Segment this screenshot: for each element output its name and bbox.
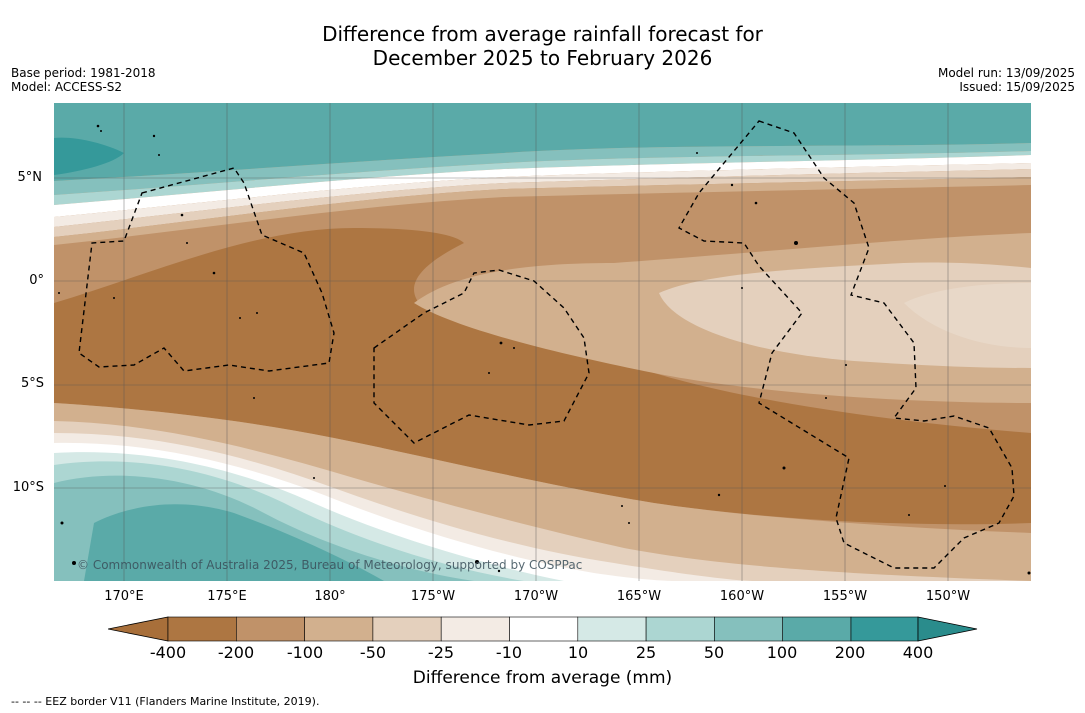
cb-seg-9 [714,616,784,642]
lon-label-160w: 160°W [719,589,765,604]
eez-borders [78,120,1015,569]
lat-label-10s: 10°S [12,480,44,495]
model-run: Model run: 13/09/2025 [937,66,1075,80]
cb-seg-10 [782,616,852,642]
cb-seg-11 [850,616,919,642]
map-svg [54,103,1031,581]
band-north-m100 [54,177,1031,245]
issued-date: Issued: 15/09/2025 [959,80,1075,94]
band-dry-200 [54,228,1031,525]
cb-seg-7 [577,616,647,642]
map-title: Difference from average rainfall forecas… [0,22,1085,70]
band-north-100 [54,103,1031,181]
cb-seg-6 [509,616,579,642]
graticule [54,103,1031,581]
band-north-50 [54,143,1031,195]
band-north-200 [54,137,124,175]
band-north-m50 [54,169,1031,237]
lat-label-5s: 5°S [20,376,44,391]
base-period: Base period: 1981-2018 [11,66,156,80]
band-south-200 [84,504,384,581]
title-line-2: December 2025 to February 2026 [372,46,713,70]
rainfall-map [54,103,1031,581]
cb-seg-5 [440,616,510,642]
colorbar [107,616,978,644]
cb-arrow-left [107,616,169,642]
meta-right: Model run: 13/09/2025 Issued: 15/09/2025 [938,66,1075,94]
islands [58,124,1031,575]
cb-tick-4: -50 [359,643,387,662]
cb-seg-1 [167,616,237,642]
cb-seg-3 [304,616,374,642]
eez-footnote: -- -- -- EEZ border V11 (Flanders Marine… [11,695,320,708]
copyright-notice: © Commonwealth of Australia 2025, Bureau… [77,558,583,572]
lon-label-175e: 175°E [207,589,247,604]
cb-seg-8 [645,616,715,642]
meta-left: Base period: 1981-2018 Model: ACCESS-S2 [11,66,156,94]
lat-label-5n: 5°N [17,170,43,185]
lon-label-165w: 165°W [616,589,662,604]
lon-label-170e: 170°E [104,589,144,604]
lon-label-180: 180° [314,589,346,604]
colorbar-title: Difference from average (mm) [412,668,673,688]
lon-label-155w: 155°W [822,589,868,604]
band-north-10 [54,155,1031,217]
title-line-1: Difference from average rainfall forecas… [322,22,763,46]
cb-seg-4 [372,616,442,642]
band-north-25 [54,151,1031,205]
cb-tick-10: 100 [766,643,798,662]
cb-tick-7: 10 [567,643,589,662]
cb-tick-12: 400 [902,643,934,662]
band-north-m25 [54,163,1031,227]
lon-label-170w: 170°W [513,589,559,604]
cb-tick-9: 50 [703,643,725,662]
lat-label-0: 0° [29,273,44,288]
cb-tick-8: 25 [635,643,657,662]
lon-label-175w: 175°W [410,589,456,604]
model-name: Model: ACCESS-S2 [11,80,123,94]
cb-seg-2 [236,616,305,642]
cb-arrow-right [917,616,978,642]
eez-kiribati-line [678,120,1015,569]
band-east-m25 [904,283,1031,348]
cb-tick-1: -400 [149,643,187,662]
cb-tick-11: 200 [834,643,866,662]
cb-tick-3: -100 [286,643,324,662]
colorbar-svg [107,616,978,642]
cb-tick-6: -10 [495,643,523,662]
cb-tick-5: -25 [427,643,455,662]
cb-tick-2: -200 [217,643,255,662]
lon-label-150w: 150°W [925,589,971,604]
